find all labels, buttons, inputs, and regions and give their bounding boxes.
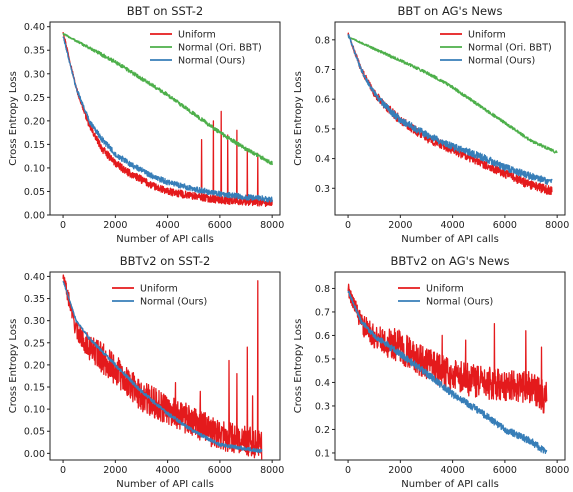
chart-panel-4: 0 2000 4000 6000 8000 0.1 0.2 0.3 0.4 0.5 0.6 0.7 0.… bbox=[293, 254, 569, 490]
chart-panel-2: 0 2000 4000 6000 8000 0.3 0.4 0.5 0.6 0.7 0.8 BBT o… bbox=[293, 4, 569, 245]
chart-panel-3: 0 2000 4000 6000 8000 0.00 0.05 0.10 0.15 0.20 0.2… bbox=[8, 254, 284, 490]
y-tick-label: 0.25 bbox=[24, 93, 45, 104]
x-tick-label: 2000 bbox=[388, 465, 412, 476]
chart-title: BBT on SST-2 bbox=[127, 4, 203, 18]
y-tick-label: 0.05 bbox=[24, 187, 45, 198]
y-tick-label: 0.8 bbox=[315, 284, 330, 295]
x-axis-label: Number of API calls bbox=[401, 479, 499, 490]
y-tick-label: 0.5 bbox=[315, 354, 330, 365]
y-tick-label: 0.2 bbox=[315, 425, 330, 436]
plot-frame bbox=[334, 21, 566, 216]
x-tick-label: 0 bbox=[60, 465, 66, 476]
y-tick-label: 0.10 bbox=[24, 405, 45, 416]
x-tick-label: 6000 bbox=[208, 465, 232, 476]
x-tick-label: 4000 bbox=[156, 465, 180, 476]
x-tick-label: 8000 bbox=[260, 465, 284, 476]
x-tick-label: 4000 bbox=[156, 220, 180, 231]
y-tick-label: 0.15 bbox=[24, 140, 45, 151]
legend: Uniform Normal (Ours) bbox=[112, 284, 207, 308]
y-tick-label: 0.4 bbox=[315, 154, 330, 165]
legend: Uniform Normal (Ori. BBT) Normal (Ours) bbox=[150, 30, 262, 67]
y-tick-label: 0.4 bbox=[315, 378, 330, 389]
legend-label: Uniform bbox=[140, 284, 178, 295]
chart-title: BBTv2 on AG's News bbox=[390, 254, 509, 268]
chart-panel-1: 0 2000 4000 6000 8000 0.00 0.05 0.10 0.15 0.20 0.2… bbox=[8, 4, 284, 245]
series-line-3 bbox=[62, 36, 273, 203]
x-tick-label: 2000 bbox=[103, 465, 127, 476]
y-tick-label: 0.6 bbox=[315, 95, 330, 106]
y-axis-label: Cross Entropy Loss bbox=[293, 71, 304, 166]
x-tick-label: 4000 bbox=[441, 465, 465, 476]
x-tick-label: 8000 bbox=[545, 465, 569, 476]
y-tick-label: 0.35 bbox=[24, 46, 45, 57]
x-tick-label: 4000 bbox=[441, 220, 465, 231]
legend-label: Uniform bbox=[426, 284, 464, 295]
y-tick-label: 0.30 bbox=[24, 316, 45, 327]
x-tick-label: 0 bbox=[345, 220, 351, 231]
legend-label: Normal (Ours) bbox=[178, 56, 245, 67]
x-tick-label: 2000 bbox=[388, 220, 412, 231]
series-line-2 bbox=[347, 290, 548, 455]
y-tick-label: 0.7 bbox=[315, 307, 330, 318]
x-tick-label: 8000 bbox=[545, 220, 569, 231]
y-tick-label: 0.00 bbox=[24, 449, 45, 460]
y-tick-label: 0.40 bbox=[24, 22, 45, 33]
legend-label: Uniform bbox=[178, 30, 216, 41]
y-tick-label: 0.20 bbox=[24, 116, 45, 127]
y-tick-label: 0.30 bbox=[24, 69, 45, 80]
plot-frame bbox=[49, 21, 281, 216]
y-tick-label: 0.1 bbox=[315, 448, 330, 459]
y-tick-label: 0.40 bbox=[24, 272, 45, 283]
y-tick-label: 0.25 bbox=[24, 338, 45, 349]
series-line-2 bbox=[62, 280, 263, 454]
x-axis-label: Number of API calls bbox=[116, 234, 214, 245]
y-axis-label: Cross Entropy Loss bbox=[8, 71, 19, 166]
legend: Uniform Normal (Ori. BBT) Normal (Ours) bbox=[440, 30, 552, 67]
chart-title: BBTv2 on SST-2 bbox=[120, 254, 211, 268]
y-axis-label: Cross Entropy Loss bbox=[293, 319, 304, 414]
y-tick-label: 0.00 bbox=[24, 211, 45, 222]
series-line-3 bbox=[347, 34, 553, 185]
y-tick-label: 0.8 bbox=[315, 35, 330, 46]
series-line-2 bbox=[347, 36, 558, 154]
legend-label: Normal (Ours) bbox=[468, 56, 535, 67]
x-tick-label: 0 bbox=[60, 220, 66, 231]
x-tick-label: 8000 bbox=[260, 220, 284, 231]
series-line-2 bbox=[62, 32, 273, 166]
y-tick-label: 0.5 bbox=[315, 124, 330, 135]
x-tick-label: 6000 bbox=[208, 220, 232, 231]
legend-label: Normal (Ours) bbox=[140, 297, 207, 308]
y-tick-label: 0.3 bbox=[315, 401, 330, 412]
y-tick-label: 0.7 bbox=[315, 65, 330, 76]
y-tick-label: 0.05 bbox=[24, 427, 45, 438]
y-tick-label: 0.35 bbox=[24, 294, 45, 305]
y-axis-label: Cross Entropy Loss bbox=[8, 319, 19, 414]
y-tick-label: 0.6 bbox=[315, 331, 330, 342]
y-tick-label: 0.15 bbox=[24, 383, 45, 394]
legend-label: Uniform bbox=[468, 30, 506, 41]
y-tick-label: 0.20 bbox=[24, 360, 45, 371]
legend: Uniform Normal (Ours) bbox=[398, 284, 493, 308]
legend-label: Normal (Ori. BBT) bbox=[468, 43, 552, 54]
legend-label: Normal (Ori. BBT) bbox=[178, 43, 262, 54]
chart-title: BBT on AG's News bbox=[398, 4, 503, 18]
plot-frame bbox=[334, 271, 566, 461]
x-tick-label: 2000 bbox=[103, 220, 127, 231]
y-tick-label: 0.10 bbox=[24, 163, 45, 174]
series-line-1 bbox=[62, 32, 273, 208]
x-tick-label: 0 bbox=[345, 465, 351, 476]
x-tick-label: 6000 bbox=[493, 220, 517, 231]
x-tick-label: 6000 bbox=[493, 465, 517, 476]
y-tick-label: 0.3 bbox=[315, 184, 330, 195]
x-axis-label: Number of API calls bbox=[401, 234, 499, 245]
legend-label: Normal (Ours) bbox=[426, 297, 493, 308]
x-axis-label: Number of API calls bbox=[116, 479, 214, 490]
plot-frame bbox=[49, 271, 281, 461]
